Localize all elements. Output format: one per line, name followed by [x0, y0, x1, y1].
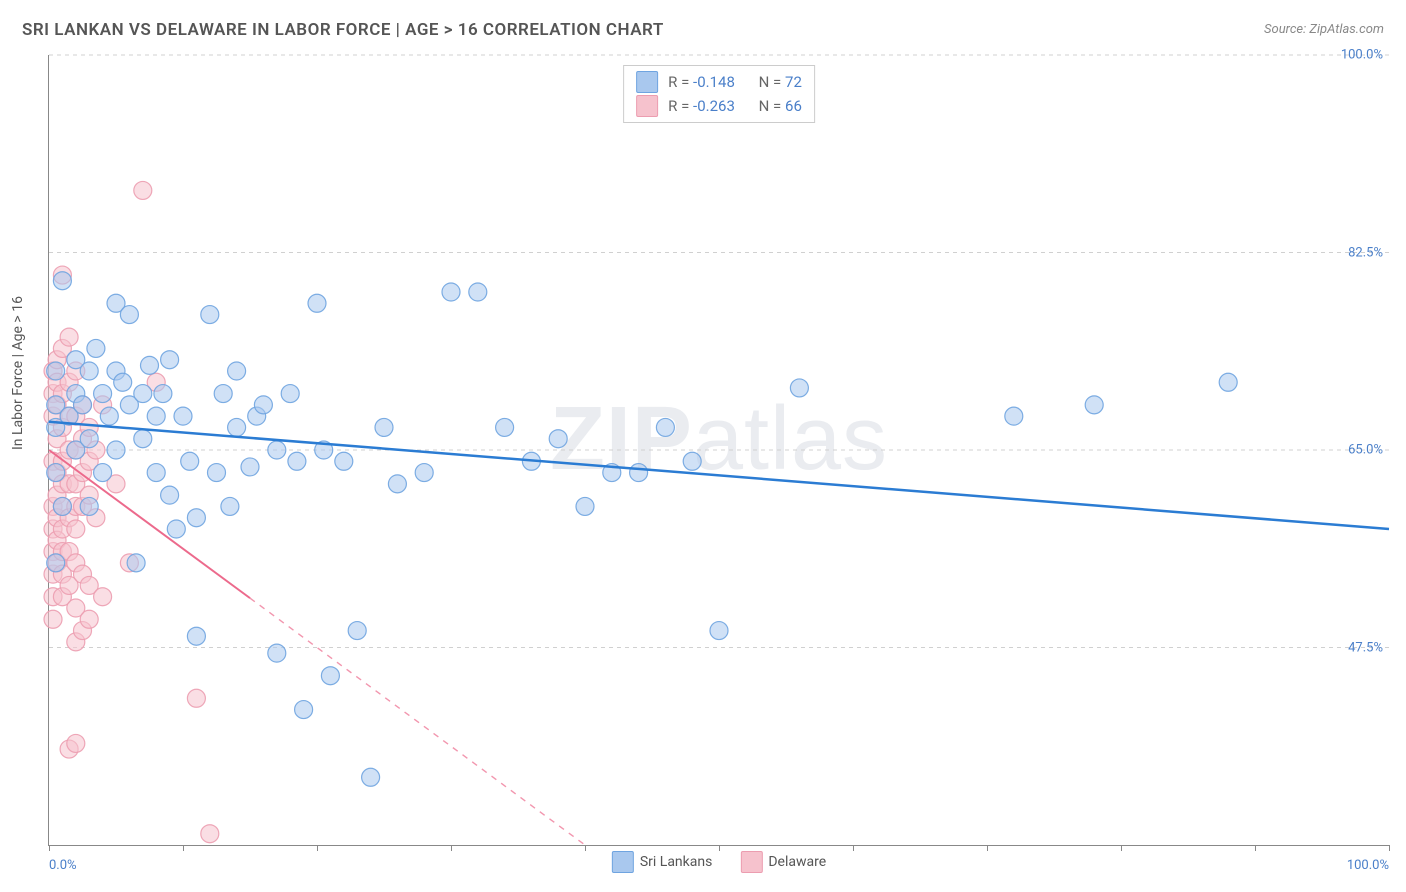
- y-tick-label: 82.5%: [1348, 245, 1383, 260]
- plot-area: ZIPatlas 47.5%65.0%82.5%100.0% 0.0% 100.…: [48, 55, 1389, 846]
- y-tick-label: 65.0%: [1348, 443, 1383, 458]
- n-label: N =: [759, 97, 782, 115]
- y-tick-label: 100.0%: [1341, 48, 1383, 63]
- r-value-srilankan: -0.148: [693, 73, 735, 91]
- series-legend: Sri Lankans Delaware: [612, 851, 826, 873]
- n-value-delaware: 66: [785, 97, 802, 115]
- correlation-legend: R = -0.148 N = 72 R = -0.263 N = 66: [623, 65, 815, 123]
- legend-row-srilankan: R = -0.148 N = 72: [636, 70, 802, 94]
- x-tick: [1389, 845, 1390, 851]
- swatch-delaware: [740, 851, 762, 873]
- x-tick: [987, 845, 988, 851]
- r-label: R =: [668, 73, 689, 91]
- x-tick: [451, 845, 452, 851]
- x-tick: [1121, 845, 1122, 851]
- scatter-svg: [49, 55, 1389, 845]
- x-tick: [853, 845, 854, 851]
- swatch-srilankan: [612, 851, 634, 873]
- r-value-delaware: -0.263: [693, 97, 735, 115]
- legend-row-delaware: R = -0.263 N = 66: [636, 94, 802, 118]
- x-tick: [317, 845, 318, 851]
- x-axis-max-label: 100.0%: [1347, 858, 1389, 873]
- source-attribution: Source: ZipAtlas.com: [1264, 22, 1384, 37]
- x-tick: [183, 845, 184, 851]
- x-tick: [49, 845, 50, 851]
- y-tick-label: 47.5%: [1348, 640, 1383, 655]
- swatch-srilankan: [636, 71, 658, 93]
- swatch-delaware: [636, 95, 658, 117]
- r-label: R =: [668, 97, 689, 115]
- legend-item-srilankan: Sri Lankans: [612, 851, 713, 873]
- x-tick: [1255, 845, 1256, 851]
- x-tick: [585, 845, 586, 851]
- x-axis-min-label: 0.0%: [49, 858, 77, 873]
- chart-title: SRI LANKAN VS DELAWARE IN LABOR FORCE | …: [22, 20, 664, 40]
- legend-label-delaware: Delaware: [768, 854, 826, 870]
- y-axis-title: In Labor Force | Age > 16: [10, 296, 26, 450]
- legend-label-srilankan: Sri Lankans: [640, 854, 713, 870]
- legend-item-delaware: Delaware: [740, 851, 826, 873]
- n-label: N =: [759, 73, 782, 91]
- n-value-srilankan: 72: [785, 73, 802, 91]
